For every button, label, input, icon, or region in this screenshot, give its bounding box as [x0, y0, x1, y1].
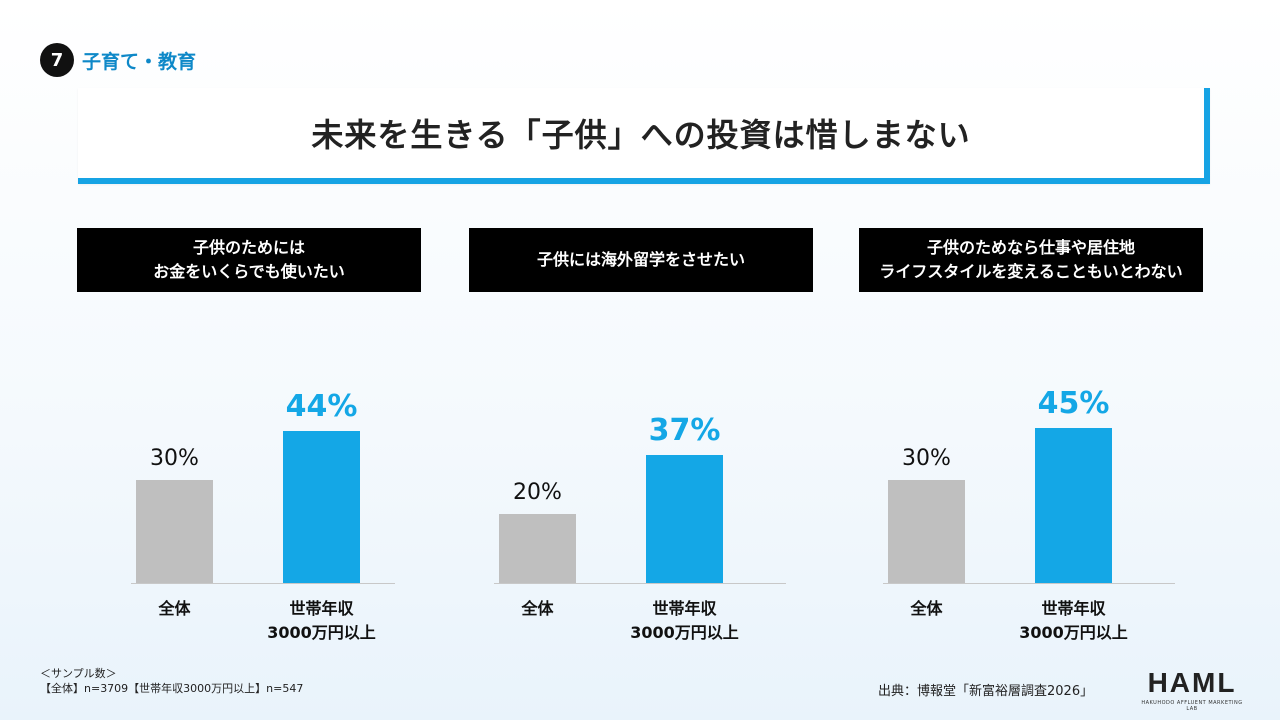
sample-heading: ＜サンプル数＞	[40, 667, 117, 680]
chart-title: 子供のためなら仕事や居住地 ライフスタイルを変えることもいとわない	[859, 228, 1203, 292]
bar-rich	[283, 431, 360, 583]
bar-all	[136, 479, 213, 583]
category-label-rich: 世帯年収 3000万円以上	[1019, 599, 1128, 642]
chart-panel-3: 子供のためなら仕事や居住地 ライフスタイルを変えることもいとわない 30% 全体 45…	[859, 228, 1203, 658]
chart-title: 子供のためには お金をいくらでも使いたい	[77, 228, 421, 292]
data-label-rich: 37%	[648, 413, 721, 449]
data-label-rich: 44%	[285, 389, 358, 425]
bar-rich	[646, 455, 723, 583]
data-label-all: 20%	[513, 480, 562, 505]
chart-baseline	[883, 583, 1175, 584]
sample-size-note: ＜サンプル数＞ 【全体】n=3709【世帯年収3000万円以上】n=547	[40, 666, 303, 696]
haml-logo: HAML HAKUHODO AFFLUENT MARKETING LAB	[1136, 667, 1248, 713]
data-label-all: 30%	[902, 445, 951, 471]
section-number-badge: 7	[40, 43, 74, 77]
data-label-all: 30%	[150, 445, 199, 471]
category-label-all: 全体	[910, 599, 943, 618]
source-citation: 出典：博報堂「新富裕層調査2026」	[878, 684, 1094, 699]
category-label-all: 全体	[521, 599, 554, 618]
category-label-all: 全体	[158, 599, 191, 618]
title-box: 未来を生きる「子供」への投資は惜しまない	[78, 88, 1210, 184]
logo-wordmark: HAML	[1147, 667, 1237, 698]
bar-all	[499, 514, 576, 583]
category-label-rich: 世帯年収 3000万円以上	[630, 599, 739, 642]
chart-baseline	[131, 583, 395, 584]
chart-panel-1: 子供のためには お金をいくらでも使いたい 30% 全体 44% 世帯年収 3000万円以…	[77, 228, 421, 658]
section-label: 子育て・教育	[82, 50, 197, 73]
sample-counts: 【全体】n=3709【世帯年収3000万円以上】n=547	[40, 682, 304, 695]
chart-baseline	[494, 583, 786, 584]
bar-all	[888, 479, 965, 583]
chart-panel-2: 子供には海外留学をさせたい 20% 全体 37% 世帯年収 3000万円以上	[469, 228, 813, 658]
bar-rich	[1035, 427, 1112, 583]
chart-title: 子供には海外留学をさせたい	[469, 228, 813, 292]
logo-subtitle: HAKUHODO AFFLUENT MARKETING LAB	[1141, 700, 1243, 712]
page-title: 未来を生きる「子供」への投資は惜しまない	[311, 116, 971, 154]
data-label-rich: 45%	[1037, 385, 1110, 421]
category-label-rich: 世帯年収 3000万円以上	[267, 599, 376, 642]
section-tag: 7 子育て・教育	[40, 43, 196, 77]
